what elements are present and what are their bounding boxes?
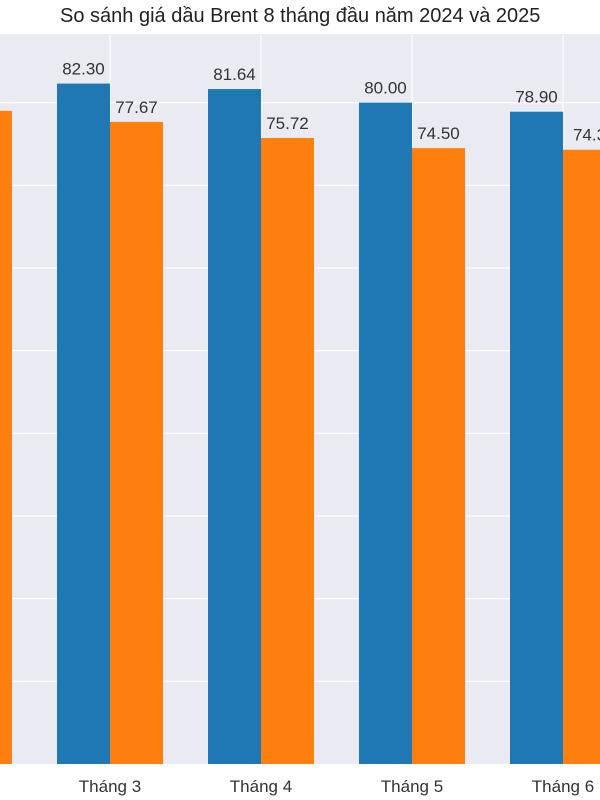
bar-series-2-2 (110, 121, 163, 764)
bar-value-label: 75.72 (266, 114, 309, 133)
bar-value-label: 78.90 (515, 88, 558, 107)
bar-value-label: 74.3 (573, 126, 600, 145)
x-tick-label: Tháng 6 (532, 777, 594, 796)
bar-series-2-5 (563, 149, 600, 764)
x-tick-labels: Tháng 3 Tháng 4 Tháng 5 Tháng 6 (79, 777, 594, 796)
x-tick-label: Tháng 3 (79, 777, 141, 796)
bar-series-1-3 (208, 89, 261, 765)
bar-series-2-4 (412, 148, 465, 765)
chart-title: So sánh giá dầu Brent 8 tháng đầu năm 20… (60, 5, 541, 27)
bar-value-label: 81.64 (213, 65, 256, 84)
bar-series-1-4 (359, 102, 412, 764)
x-tick-label: Tháng 5 (381, 777, 443, 796)
x-tick-label: Tháng 4 (230, 777, 292, 796)
bar-series-2-3 (261, 138, 314, 764)
bar-series-1-2 (57, 83, 110, 764)
bar-series-2-1 (0, 110, 12, 764)
bar-value-label: 77.67 (115, 98, 158, 117)
bar-value-label: 74.50 (417, 124, 460, 143)
bar-value-label: 80.00 (364, 79, 407, 98)
bar-series-1-5 (510, 111, 563, 764)
bars (0, 83, 600, 765)
bar-value-label: 82.30 (62, 60, 105, 79)
